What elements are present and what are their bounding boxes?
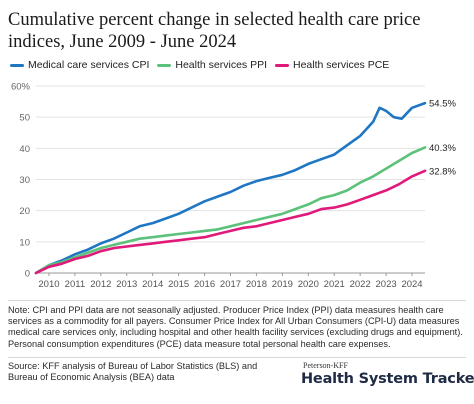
series-line bbox=[34, 101, 427, 275]
brand-top-text: Peterson-KFF bbox=[303, 361, 348, 370]
legend-label-pce: Health services PCE bbox=[293, 59, 390, 71]
grid-lines bbox=[36, 85, 425, 274]
legend-swatch-cpi bbox=[10, 63, 24, 67]
chart-title: Cumulative percent change in selected he… bbox=[8, 10, 421, 52]
x-tick-label: 2017 bbox=[220, 279, 241, 290]
x-tick-label: 2013 bbox=[116, 279, 137, 290]
y-axis: 0 10 20 30 40 50 60% bbox=[11, 82, 31, 280]
x-tick-label: 2012 bbox=[90, 279, 111, 290]
x-tick-label: 2016 bbox=[194, 279, 215, 290]
x-tick-label: 2024 bbox=[401, 279, 422, 290]
legend-swatch-ppi bbox=[157, 63, 172, 67]
y-tick-label: 10 bbox=[19, 237, 30, 248]
y-tick-label: 30 bbox=[19, 175, 30, 186]
end-label: 54.5% bbox=[429, 99, 456, 110]
chart-source: Source: KFF analysis of Bureau of Labor … bbox=[8, 361, 258, 383]
x-tick-label: 2023 bbox=[376, 279, 397, 290]
x-tick-label: 2022 bbox=[350, 279, 371, 290]
end-labels: 54.5% 40.3% 32.8% bbox=[429, 99, 456, 178]
y-tick-label: 40 bbox=[19, 144, 30, 155]
y-tick-label: 60% bbox=[11, 82, 31, 93]
legend-swatch-pce bbox=[275, 63, 289, 67]
y-tick-label: 50 bbox=[19, 113, 30, 124]
x-tick-label: 2015 bbox=[168, 279, 189, 290]
series-lines bbox=[34, 101, 427, 275]
x-tick-label: 2011 bbox=[65, 279, 85, 290]
legend-item-pce: Health services PCE bbox=[275, 59, 389, 71]
series-line bbox=[34, 146, 427, 275]
chart-legend: Medical care services CPI Health service… bbox=[10, 58, 397, 72]
y-tick-label: 20 bbox=[19, 206, 30, 217]
divider bbox=[8, 357, 466, 358]
x-tick-label: 2020 bbox=[298, 279, 319, 290]
legend-item-ppi: Health services PPI bbox=[157, 59, 267, 71]
brand-main-text: Health System Tracker bbox=[301, 371, 474, 387]
x-tick-label: 2018 bbox=[246, 279, 267, 290]
legend-label-ppi: Health services PPI bbox=[175, 59, 267, 71]
x-tick-label: 2010 bbox=[38, 279, 59, 290]
end-label: 32.8% bbox=[429, 166, 456, 177]
series-line bbox=[34, 169, 427, 275]
x-tick-label: 2019 bbox=[272, 279, 293, 290]
brand-logo: Peterson-KFF Health System Tracker bbox=[301, 361, 474, 387]
end-label: 40.3% bbox=[429, 143, 456, 154]
x-axis: 2010 2011 2012 2013 2014 2015 2016 2017 2018 2019… bbox=[38, 273, 423, 290]
chart-note: Note: CPI and PPI data are not seasonall… bbox=[8, 305, 463, 349]
legend-item-cpi: Medical care services CPI bbox=[10, 59, 149, 71]
divider bbox=[8, 300, 466, 301]
x-tick-label: 2014 bbox=[142, 279, 163, 290]
legend-label-cpi: Medical care services CPI bbox=[28, 59, 150, 71]
x-tick-label: 2021 bbox=[324, 279, 345, 290]
y-tick-label: 0 bbox=[25, 269, 30, 280]
